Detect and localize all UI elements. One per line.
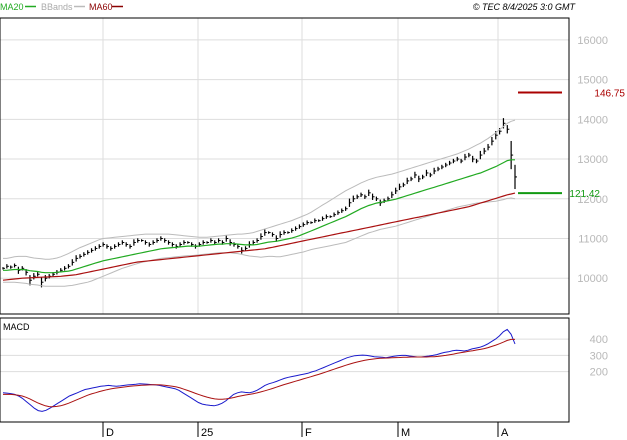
macd-gridlines [0,338,569,373]
price-series [2,118,517,288]
price-y-tick-label: 13000 [577,154,608,166]
price-marker-label: 146.75 [594,88,625,99]
legend-ma60-label: MA60 [89,2,113,12]
macd-y-tick-label: 400 [590,334,608,346]
ma60-line [2,192,516,281]
legend-bbands-label: BBands [41,2,73,12]
x-tick-label: M [401,427,410,439]
price-panel-frame [0,17,570,315]
price-panel: 16000 15000 14000 13000 12000 11000 10000 146.… [0,17,625,315]
legend: MA20 BBands MA60 [0,2,123,12]
price-y-tick-label: 15000 [577,75,608,87]
price-y-tick-label: 11000 [578,234,608,246]
macd-y-axis: 400 300 200 [590,334,608,379]
price-marker-label: 121.42 [569,189,600,200]
price-y-tick-label: 12000 [577,194,608,206]
bbands-upper-line [3,119,516,260]
legend-ma20-label: MA20 [0,2,24,12]
price-y-tick-label: 16000 [577,35,608,47]
macd-signal-line [3,338,515,408]
x-tick-label: F [305,427,312,439]
macd-panel-frame [0,317,570,423]
copyright-notice: © TEC 8/4/2025 3:0 GMT [473,2,577,12]
macd-panel: 400 300 200 MACD [0,317,608,423]
price-markers: 146.75 121.42 [518,88,625,200]
macd-y-tick-label: 300 [590,350,608,362]
macd-series [2,328,516,412]
macd-panel-title: MACD [3,322,30,332]
x-tick-label: 25 [201,427,213,439]
macd-line [2,328,516,412]
x-axis: D 25 F M A [0,421,569,439]
ma20-line [3,159,515,274]
x-tick-label: A [501,427,509,439]
price-y-tick-label: 10000 [577,273,608,285]
x-tick-label: D [106,427,114,439]
bbands-lower-line [3,197,516,287]
price-y-axis: 16000 15000 14000 13000 12000 11000 10000 [577,35,608,285]
price-y-tick-label: 14000 [577,114,608,126]
price-gridlines [0,18,569,314]
macd-y-tick-label: 200 [590,367,608,379]
